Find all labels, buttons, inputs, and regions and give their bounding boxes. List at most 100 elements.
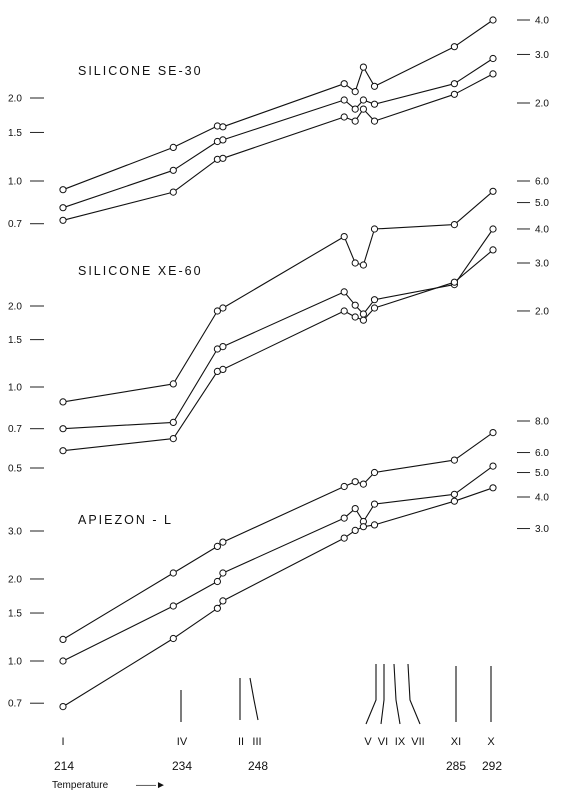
right-tick-label: 4.0 — [535, 493, 549, 504]
left-tick-label: 2.0 — [8, 302, 22, 313]
left-tick-label: 2.0 — [8, 574, 22, 585]
data-point — [59, 657, 67, 665]
right-tick-label: 4.0 — [535, 16, 549, 27]
compound-marker — [365, 664, 377, 725]
data-point — [340, 534, 348, 542]
data-point — [359, 96, 367, 104]
data-point — [59, 447, 67, 455]
axis-labels: SILICONE SE-30 2.0 1.5 1.0 0.7 4.0 3.0 2.0 SILIC… — [8, 16, 549, 792]
left-tick-label: 1.0 — [8, 177, 22, 188]
data-point — [489, 246, 497, 254]
data-point — [359, 63, 367, 71]
compound-label: I — [61, 736, 64, 748]
data-point — [213, 542, 221, 551]
left-tick-label: 1.5 — [8, 609, 22, 620]
data-point — [351, 313, 359, 321]
data-point — [169, 602, 177, 610]
axis-ticks — [30, 19, 530, 725]
compound-label: VI — [378, 736, 388, 748]
series-line — [62, 228, 494, 430]
data-point — [370, 296, 379, 304]
x-axis-label: Temperature — [52, 780, 109, 791]
data-point — [370, 500, 379, 508]
data-point — [169, 143, 177, 151]
series-line — [62, 432, 494, 640]
left-tick-label: 0.7 — [8, 219, 22, 230]
data-point — [219, 304, 227, 312]
data-point — [351, 505, 359, 513]
data-point — [340, 307, 348, 315]
data-point — [340, 96, 348, 104]
right-tick-label: 2.0 — [535, 99, 549, 110]
data-point — [169, 634, 177, 643]
compound-label: IX — [395, 736, 406, 748]
right-tick-label: 6.0 — [535, 448, 549, 459]
data-point — [359, 261, 367, 269]
left-tick-label: 0.7 — [8, 699, 22, 710]
data-point — [359, 105, 367, 113]
data-point — [359, 310, 367, 318]
data-point — [370, 100, 379, 108]
data-point — [450, 43, 458, 51]
data-point — [169, 380, 177, 388]
series-line — [62, 465, 494, 662]
data-point — [370, 225, 379, 233]
left-tick-label: 1.0 — [8, 657, 22, 668]
compound-label: IV — [177, 736, 188, 748]
data-point — [489, 70, 497, 78]
right-tick-label: 8.0 — [535, 417, 549, 428]
data-point — [340, 482, 348, 491]
series-line — [62, 73, 494, 221]
data-point — [340, 233, 348, 241]
data-point — [351, 88, 359, 96]
panel-title: SILICONE SE-30 — [78, 64, 203, 78]
data-point — [169, 435, 177, 443]
data-point — [489, 187, 497, 195]
compound-label: II — [238, 736, 244, 748]
temperature-tick-label: 248 — [248, 759, 268, 773]
data-point — [169, 418, 177, 426]
data-point — [340, 113, 348, 121]
data-point — [219, 343, 227, 351]
series-lines — [62, 19, 494, 708]
data-point — [489, 429, 497, 437]
compound-label: XI — [451, 736, 461, 748]
left-tick-label: 1.5 — [8, 128, 22, 139]
right-tick-label: 6.0 — [535, 177, 549, 188]
compound-label: VII — [411, 736, 424, 748]
data-point — [59, 398, 67, 406]
data-points — [59, 16, 497, 711]
data-point — [169, 166, 177, 174]
data-point — [351, 478, 359, 486]
data-point — [59, 703, 67, 711]
data-point — [59, 186, 67, 194]
temperature-tick-label: 234 — [172, 759, 192, 773]
right-tick-label: 4.0 — [535, 224, 549, 235]
right-tick-label: 3.0 — [535, 259, 549, 270]
right-tick-label: 3.0 — [535, 524, 549, 535]
data-point — [450, 278, 458, 286]
data-point — [489, 484, 497, 492]
panel-title: SILICONE XE-60 — [78, 264, 203, 278]
data-point — [351, 526, 359, 535]
series-line — [62, 190, 494, 403]
compound-label: X — [487, 736, 495, 748]
series-line — [62, 249, 494, 452]
data-point — [450, 221, 458, 229]
data-point — [351, 105, 359, 113]
data-point — [169, 188, 177, 196]
data-point — [489, 225, 497, 233]
data-point — [370, 117, 379, 125]
data-point — [213, 307, 221, 315]
data-point — [351, 259, 359, 267]
compound-marker — [380, 664, 385, 725]
compound-marker — [407, 663, 421, 725]
compound-marker — [249, 677, 259, 721]
series-line — [62, 19, 494, 191]
data-point — [59, 216, 67, 224]
temperature-tick-label: 292 — [482, 759, 502, 773]
data-point — [370, 521, 379, 529]
compound-label: III — [252, 736, 261, 748]
data-point — [219, 569, 227, 577]
